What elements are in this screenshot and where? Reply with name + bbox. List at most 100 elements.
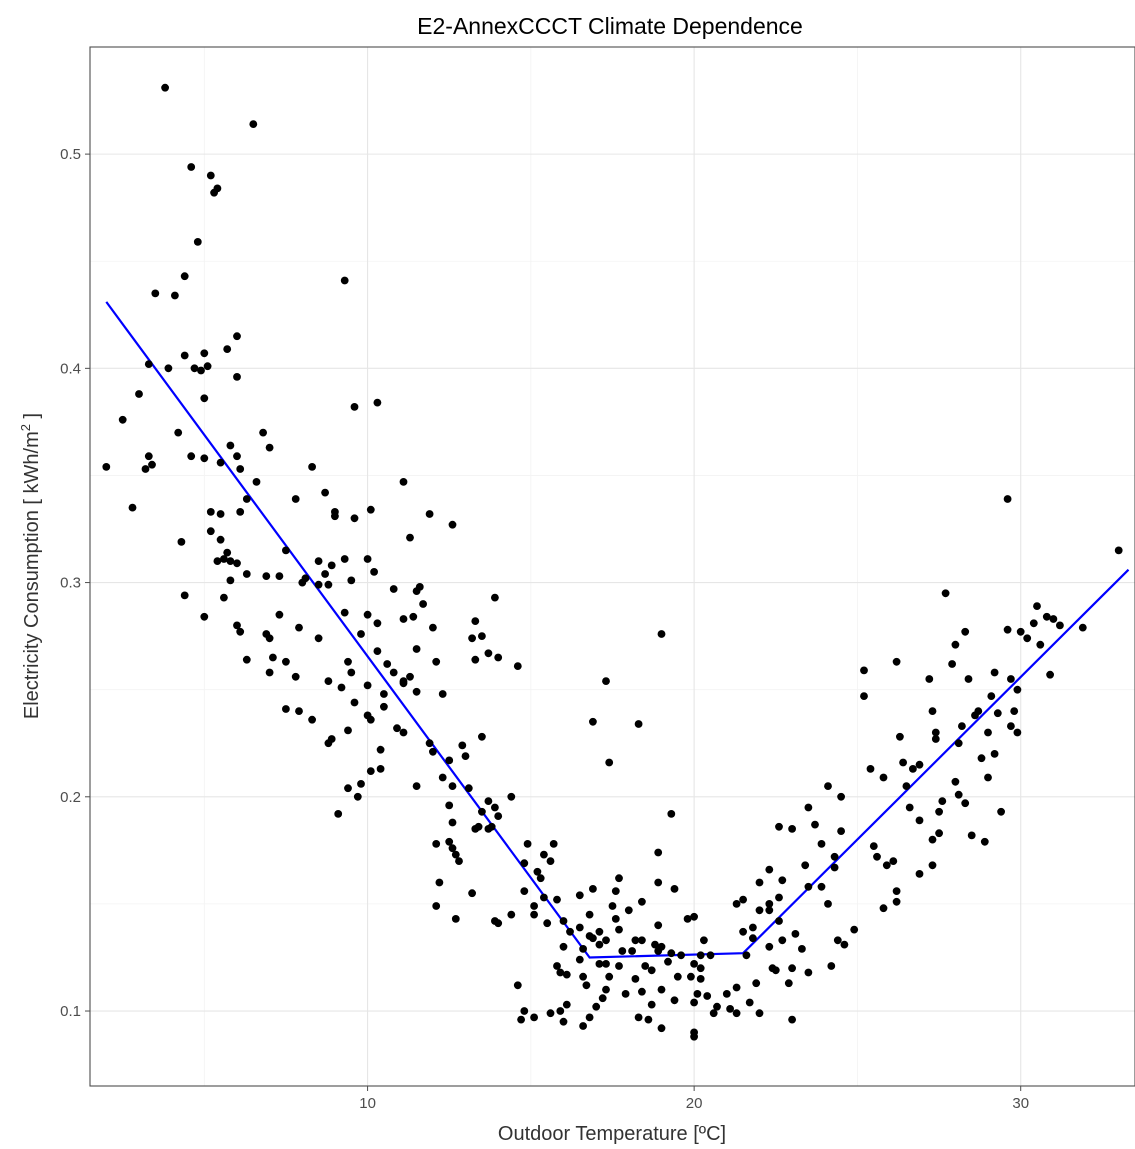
data-point: [340, 608, 349, 617]
data-point: [745, 998, 754, 1007]
data-point: [765, 942, 774, 951]
data-point: [824, 782, 832, 790]
data-point: [233, 332, 241, 341]
data-point: [961, 627, 970, 636]
data-point: [879, 773, 888, 782]
data-point: [513, 662, 522, 670]
data-point: [928, 861, 937, 870]
y-tick-label: 0.1: [60, 1003, 81, 1020]
data-point: [406, 533, 414, 542]
data-point: [412, 587, 421, 595]
data-point: [265, 668, 274, 677]
data-point: [749, 934, 757, 943]
data-point: [997, 807, 1005, 816]
data-point: [141, 465, 150, 473]
data-point: [533, 867, 542, 876]
data-point: [837, 792, 845, 801]
data-point: [451, 915, 460, 923]
data-point: [967, 831, 976, 840]
data-point: [602, 677, 610, 685]
data-point: [615, 874, 623, 883]
data-point: [536, 874, 545, 883]
data-point: [654, 947, 663, 955]
data-point: [507, 792, 516, 801]
data-point: [931, 735, 940, 743]
data-point: [690, 912, 698, 921]
data-point: [425, 510, 434, 518]
data-point: [559, 917, 568, 925]
data-point: [399, 615, 408, 623]
data-point: [713, 1002, 721, 1011]
data-point: [357, 630, 365, 638]
data-point: [915, 760, 924, 769]
data-point: [344, 726, 352, 735]
data-point: [1010, 707, 1019, 715]
data-point: [432, 840, 441, 848]
data-point: [233, 452, 241, 461]
data-point: [366, 767, 375, 775]
data-point: [324, 580, 333, 589]
data-point: [559, 1017, 568, 1026]
data-point: [213, 557, 222, 565]
data-point: [683, 915, 692, 923]
data-point: [1029, 619, 1038, 628]
data-point: [236, 465, 245, 473]
data-point: [778, 936, 787, 945]
data-point: [667, 810, 676, 818]
y-axis-title-end: ]: [21, 413, 43, 424]
data-point: [445, 756, 454, 765]
data-point: [324, 677, 333, 685]
y-axis: 0.1 0.2 0.3 0.4 0.5: [60, 146, 90, 1020]
data-point: [1033, 602, 1041, 610]
data-point: [931, 728, 940, 737]
data-point: [709, 1009, 718, 1018]
data-point: [445, 801, 454, 810]
data-point: [579, 945, 587, 953]
data-point: [990, 668, 999, 677]
data-point: [1003, 495, 1012, 503]
data-point: [187, 163, 196, 171]
data-point: [556, 968, 565, 977]
data-point: [412, 782, 421, 790]
data-point: [1078, 623, 1087, 632]
data-point: [589, 885, 597, 893]
data-point: [657, 1024, 666, 1033]
data-point: [350, 403, 359, 411]
data-point: [595, 960, 604, 968]
chart-title: E2-AnnexCCCT Climate Dependence: [417, 13, 803, 39]
data-point: [393, 724, 401, 733]
data-point: [438, 773, 447, 782]
data-point: [667, 949, 676, 958]
data-point: [860, 666, 868, 675]
data-point: [399, 679, 408, 688]
data-point: [220, 555, 228, 563]
data-point: [468, 889, 476, 898]
data-point: [520, 887, 529, 895]
data-point: [833, 936, 842, 945]
data-point: [817, 840, 826, 848]
data-point: [791, 930, 800, 938]
data-point: [520, 1007, 529, 1015]
data-point: [739, 927, 747, 936]
data-point: [771, 966, 780, 975]
data-point: [830, 852, 839, 861]
data-point: [811, 820, 819, 829]
data-point: [755, 1009, 764, 1018]
data-point: [909, 765, 917, 773]
data-point: [373, 398, 382, 407]
data-point: [553, 962, 561, 970]
data-point: [775, 893, 783, 902]
y-tick-label: 0.5: [60, 146, 81, 163]
data-point: [177, 538, 186, 546]
y-tick-label: 0.4: [60, 360, 81, 377]
data-point: [566, 927, 574, 936]
data-point: [216, 458, 225, 467]
data-point: [1049, 615, 1058, 623]
data-point: [670, 996, 679, 1005]
data-point: [589, 934, 597, 943]
data-point: [540, 893, 548, 902]
data-point: [180, 272, 189, 281]
data-point: [337, 683, 346, 692]
data-point: [448, 782, 457, 790]
data-point: [429, 747, 437, 756]
